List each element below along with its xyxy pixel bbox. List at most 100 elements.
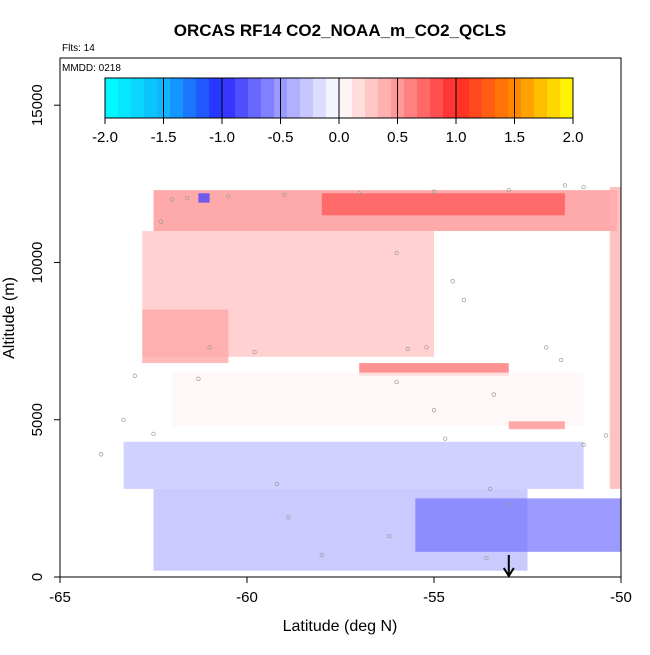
heat-region-east-column-positive [609,186,621,489]
track-dot [443,436,448,441]
annotation-arrow [502,554,515,578]
colorbar-cell [469,78,483,118]
y-axis: 0 5000 10000 15000 [29,84,60,581]
y-axis-label: Altitude (m) [1,277,18,359]
colorbar-cell [144,78,158,118]
colorbar-cell [352,78,366,118]
x-tick-label: -50 [610,589,632,606]
track-dot [562,183,568,188]
chart-title: ORCAS RF14 CO2_NOAA_m_CO2_QCLS [174,21,507,40]
colorbar-cell [482,78,496,118]
colorbar-tick-label: 2.0 [563,129,584,146]
colorbar-tick-label: -0.5 [268,129,294,146]
colorbar-cell [326,78,340,118]
colorbar-tick-label: -1.5 [151,129,177,146]
track-dot [431,189,437,194]
track-dot [170,197,175,202]
track-dot [603,433,609,438]
colorbar-cell [456,78,470,118]
track-dot [431,408,437,413]
colorbar-cell [560,78,574,118]
plot-frame [59,57,622,578]
track-dot [461,298,467,303]
track-dot [274,482,280,487]
colorbar-cell [222,78,236,118]
track-dot [285,515,291,520]
track-dot [506,187,511,193]
colorbar-cell [313,78,327,118]
track-dot [394,379,399,385]
colorbar-tick-label: -2.0 [92,129,118,146]
heat-region-small-red-patch [508,421,565,430]
colorbar-ticks: -2.0 -1.5 -1.0 -0.5 0.0 0.5 1.0 1.5 2.0 [92,78,583,146]
colorbar-cell [183,78,197,118]
colorbar-cell [287,78,301,118]
colorbar-cell [339,78,353,118]
colorbar-cell [118,78,132,118]
track-dot [252,349,257,355]
y-tick-label: 10000 [29,242,46,284]
colorbar-cell [443,78,457,118]
colorbar-cell [105,78,119,118]
y-tick-label: 0 [29,573,46,581]
colorbar-cell [521,78,535,118]
colorbar-cell [430,78,444,118]
track-dot [207,345,212,350]
track-dot [394,250,399,256]
colorbar-cell [235,78,249,118]
colorbar-cell [300,78,314,118]
track-dot [158,219,164,224]
colorbar-cell [170,78,184,118]
track-dot [487,486,493,492]
heat-region-mid-near-zero [172,372,584,427]
x-tick-label: -55 [423,589,445,606]
heat-region-tiny-blue-cell [198,193,210,203]
track-dot [424,345,429,350]
colorbar-cell [495,78,509,118]
colorbar-cell [248,78,262,118]
colorbar-cell [131,78,145,118]
colorbar-cell [378,78,392,118]
track-dot [506,502,511,507]
y-tick-label: 15000 [29,84,46,126]
track-dot [132,373,137,378]
track-dot [226,194,231,199]
colorbar-cell [209,78,223,118]
colorbar-tick-label: 0.5 [387,129,408,146]
colorbar-cell [417,78,431,118]
colorbar-cell [547,78,561,118]
date-label: MMDD: 0218 [62,63,121,74]
colorbar-cell [196,78,210,118]
track-dot [319,552,324,558]
x-axis-label: Latitude (deg N) [283,618,398,635]
track-dot [491,392,496,397]
arrow-head [502,567,515,578]
colorbar-tick-label: 1.0 [446,129,467,146]
heat-region-west-positive-core [142,309,229,364]
track-dot [98,452,104,457]
track-dot [357,191,362,196]
y-tick-label: 5000 [29,403,46,436]
colorbar-cell [261,78,275,118]
x-tick-label: -65 [49,589,71,606]
heat-region-upper-strong-band [321,193,565,216]
track-dot [484,555,489,561]
heat-region-lower-blue-band [123,441,584,489]
flight-track-dots [98,183,609,561]
colorbar-tick-label: 1.5 [504,129,525,146]
track-dot [282,192,287,197]
track-dot [559,357,564,363]
track-dot [196,376,201,381]
colorbar-tick-label: 0.0 [329,129,350,146]
colorbar-tick-label: -1.0 [209,129,235,146]
x-axis: -65 -60 -55 -50 [49,577,632,606]
x-tick-label: -60 [236,589,258,606]
track-dot [121,417,126,422]
track-dot [581,184,586,190]
heat-region-east-low-blue [415,498,621,552]
heatmap-layer [123,186,621,571]
track-dot [151,431,156,437]
colorbar-cell [365,78,379,118]
track-dot [581,442,586,448]
